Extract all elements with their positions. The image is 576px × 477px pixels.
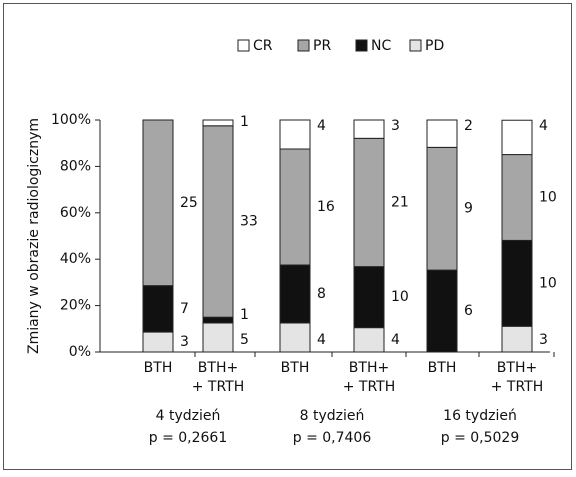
legend-swatch [355, 39, 368, 52]
x-tick-label: BTH [144, 360, 173, 376]
count-label: 3 [391, 118, 400, 134]
count-label: 25 [180, 195, 198, 211]
count-label: 10 [539, 275, 557, 291]
bar-segment [353, 137, 385, 268]
legend-label: PR [313, 38, 331, 54]
bar-segment [202, 316, 234, 324]
bar-segment [501, 325, 533, 353]
legend-label: PD [425, 38, 444, 54]
count-label: 2 [464, 118, 473, 134]
group-label: p = 0,7406 [293, 430, 372, 446]
x-tick-label: BTH+ [497, 360, 537, 376]
legend-swatch [297, 39, 310, 52]
x-tick-label: BTH+ [198, 360, 238, 376]
legend-label: NC [371, 38, 391, 54]
y-tick-label: 20% [60, 298, 91, 314]
bar-segment [142, 119, 174, 287]
frame [3, 3, 572, 470]
x-tick-label: + TRTH [343, 379, 396, 395]
x-tick-label: BTH [281, 360, 310, 376]
group-label: 16 tydzień [443, 408, 517, 424]
bar-segment [501, 239, 533, 327]
count-label: 10 [391, 289, 409, 305]
bar-segment [426, 119, 458, 148]
count-label: 5 [240, 332, 249, 348]
count-label: 3 [180, 334, 189, 350]
count-label: 4 [317, 118, 326, 134]
count-label: 1 [240, 307, 249, 323]
legend-label: CR [253, 38, 273, 54]
count-label: 6 [464, 303, 473, 319]
bar-segment [501, 154, 533, 241]
count-label: 9 [464, 201, 473, 217]
count-label: 16 [317, 199, 335, 215]
y-tick-label: 60% [60, 205, 91, 221]
bar-segment [279, 148, 311, 266]
x-tick-label: + TRTH [192, 379, 245, 395]
bar-segment [501, 119, 533, 156]
bar-segment [279, 264, 311, 324]
bar-segment [142, 285, 174, 333]
group-label: p = 0,2661 [149, 430, 228, 446]
count-label: 21 [391, 194, 409, 210]
y-tick-label: 0% [69, 344, 91, 360]
x-tick-label: BTH+ [349, 360, 389, 376]
count-label: 4 [539, 118, 548, 134]
bar-segment [353, 266, 385, 329]
y-axis-label: Zmiany w obrazie radiologicznym [26, 118, 42, 354]
x-tick-label: BTH [428, 360, 457, 376]
group-label: p = 0,5029 [441, 430, 520, 446]
bar-segment [426, 146, 458, 271]
count-label: 1 [240, 114, 249, 130]
count-label: 8 [317, 286, 326, 302]
legend-swatch [409, 39, 422, 52]
legend-swatch [237, 39, 250, 52]
y-tick-label: 80% [60, 158, 91, 174]
count-label: 10 [539, 189, 557, 205]
bar-segment [353, 327, 385, 353]
bar-segment [202, 119, 234, 127]
group-label: 8 tydzień [300, 408, 365, 424]
bar-segment [279, 119, 311, 150]
bar-segment [279, 322, 311, 353]
bar-segment [202, 322, 234, 353]
x-tick-label: + TRTH [491, 379, 544, 395]
count-label: 4 [391, 332, 400, 348]
count-label: 3 [539, 332, 548, 348]
count-label: 33 [240, 214, 258, 230]
count-label: 7 [180, 301, 189, 317]
y-tick-label: 100% [51, 112, 91, 128]
group-label: 4 tydzień [156, 408, 221, 424]
bar-segment [142, 331, 174, 353]
count-label: 4 [317, 332, 326, 348]
bar-segment [426, 269, 458, 353]
bar-segment [202, 125, 234, 318]
y-tick-label: 40% [60, 251, 91, 267]
bar-segment [353, 119, 385, 139]
